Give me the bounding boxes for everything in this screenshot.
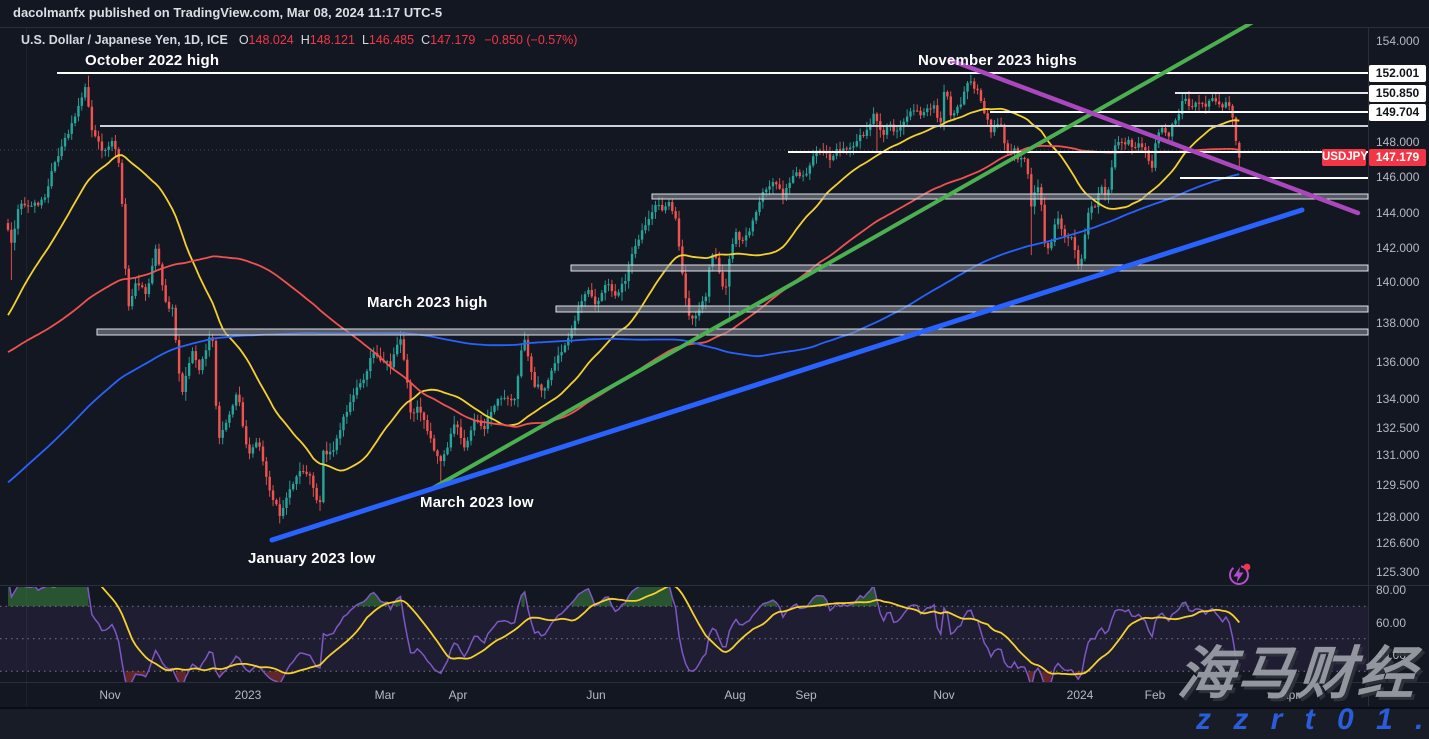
watermark-chinese: 海马财经 [1175,642,1420,706]
price-axis-label-125.300: 125.300 [1376,565,1420,579]
rsi-overbought-fill [8,587,1186,607]
main-pane[interactable] [0,72,1369,524]
channel-bands-layer [96,193,1369,336]
chart-left-frame [26,27,27,706]
time-axis-label-Sep: Sep [795,688,817,702]
price-axis-border [1368,27,1369,706]
price-axis-label-154.000: 154.000 [1376,34,1420,48]
price-axis-label-142.000: 142.000 [1376,241,1420,255]
attribution-bar: dacolmanfx published on TradingView.com,… [0,0,1429,27]
green-uptrend[interactable] [431,22,1254,490]
annotation-march-2023-high: March 2023 high [367,294,488,311]
price-axis-label-40.00: 40.00 [1376,648,1407,662]
rsi-pane[interactable] [0,566,1368,687]
time-axis-label-2023: 2023 [234,688,262,702]
annotation-november-2023-highs: November 2023 highs [918,52,1077,69]
price-axis-label-80.00: 80.00 [1376,583,1407,597]
pane-separator[interactable] [0,585,1429,586]
time-axis-label-2024: 2024 [1066,688,1094,702]
rsi-band-fill [0,606,1368,672]
price-axis-label-131.000: 131.000 [1376,448,1420,462]
price-axis-label-134.000: 134.000 [1376,392,1420,406]
price-axis-label-138.000: 138.000 [1376,316,1420,330]
price-axis-label-60.00: 60.00 [1376,616,1407,630]
time-axis-label-Nov: Nov [933,688,955,702]
channel-band[interactable] [96,328,1369,336]
blue-uptrend[interactable] [269,207,1305,543]
price-axis-label-136.000: 136.000 [1376,355,1420,369]
ohlc-low: L146.485 [361,33,415,47]
channel-band[interactable] [570,264,1369,272]
time-axis-label-Jun: Jun [586,688,606,702]
ohlc-open: O148.024 [238,33,294,47]
attribution-text: dacolmanfx published on TradingView.com,… [13,5,443,20]
channel-band[interactable] [651,193,1369,200]
price-axis-label-129.500: 129.500 [1376,478,1420,492]
topbar-separator [0,27,1429,28]
annotation-january-2023-low: January 2023 low [248,550,376,567]
symbol-title: U.S. Dollar / Japanese Yen, 1D, ICE [21,33,228,47]
purple-downtrend[interactable] [947,57,1361,216]
price-axis-label-152.001: 152.001 [1369,65,1426,82]
candles-layer [6,74,1241,524]
symbol-legend[interactable]: U.S. Dollar / Japanese Yen, 1D, ICE O148… [21,32,577,48]
price-axis-label-150.850: 150.850 [1369,85,1426,102]
price-axis-label-132.500: 132.500 [1376,421,1420,435]
time-axis-label-Apr: Apr [1280,688,1300,702]
annotation-march-2023-low: March 2023 low [420,494,534,511]
timeaxis-separator [0,682,1429,683]
ma-90-line [7,144,1240,428]
time-axis-label-Feb: Feb [1144,688,1166,702]
time-axis-label-Nov: Nov [99,688,121,702]
instrument-price-tag: USDJPY [1322,149,1368,166]
footer-bar: TradingView [0,707,1429,739]
change-value: −0.850 (−0.57%) [484,33,578,47]
time-axis-label-Apr: Apr [448,688,468,702]
ohlc-high: H148.121 [300,33,355,47]
price-axis-label-128.000: 128.000 [1376,510,1420,524]
price-axis-label-147.179: 147.179 [1369,149,1426,166]
price-axis-label-140.000: 140.000 [1376,275,1420,289]
notification-dot-icon [1243,563,1251,571]
watermark-url: z z r t 0 1 . c n [1196,703,1429,736]
boost-reaction-icon[interactable] [1227,561,1253,587]
price-axis-label-146.000: 146.000 [1376,170,1420,184]
price-axis-label-144.000: 144.000 [1376,206,1420,220]
price-axis-label-126.600: 126.600 [1376,536,1420,550]
lightning-icon [1233,567,1244,583]
rsi-oversold-fill [125,671,1082,682]
price-axis-label-149.704: 149.704 [1369,104,1426,121]
rsi-line [8,587,1241,682]
price-axis-label-148.000: 148.000 [1376,135,1420,149]
time-axis-label-Aug: Aug [724,688,746,702]
channel-band[interactable] [555,305,1369,313]
ohlc-close: C147.179 [421,33,476,47]
annotation-october-2022-high: October 2022 high [85,52,220,69]
ma-190-line [7,173,1240,484]
time-axis-label-Mar: Mar [374,688,396,702]
rsi-ma-line [51,587,1240,676]
horizontal-levels-layer [57,72,1368,179]
chart-canvas[interactable] [0,0,1369,739]
